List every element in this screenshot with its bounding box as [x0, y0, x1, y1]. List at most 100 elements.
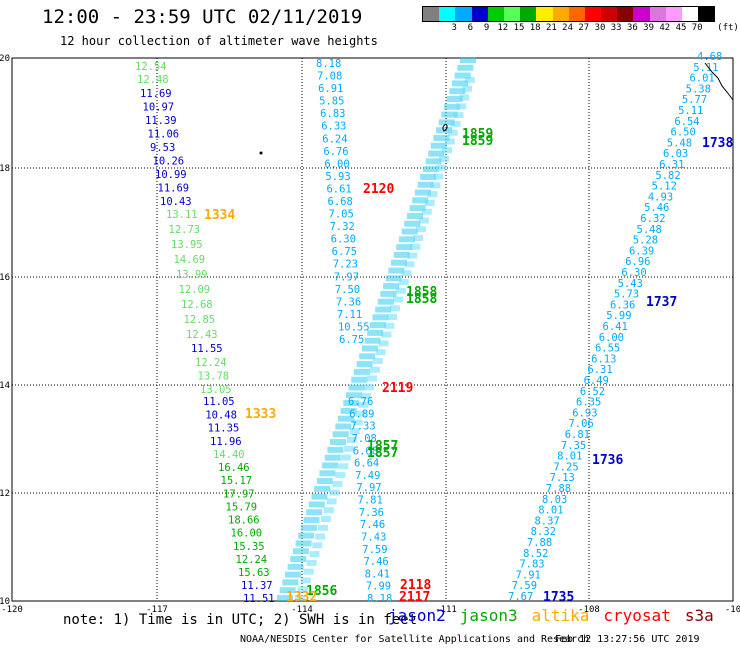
swath-mark [454, 72, 471, 79]
swath-mark [295, 540, 312, 547]
swath-mark [452, 80, 469, 87]
swath-mark [385, 275, 402, 282]
swath-mark [335, 423, 352, 430]
swath-mark [340, 407, 357, 414]
wave-height-label: 7.06 [568, 418, 593, 430]
swath-mark [380, 290, 397, 297]
color-swatch [423, 7, 440, 21]
swath-mark [287, 563, 304, 570]
wave-height-label: 13.11 [166, 209, 198, 221]
x-tick-label: -117 [146, 605, 168, 615]
wave-height-label: 7.99 [366, 581, 391, 593]
wave-height-label: 6.13 [591, 353, 616, 365]
x-tick-label: -114 [291, 605, 313, 615]
swath-mark [367, 329, 384, 336]
wave-height-label: 5.85 [319, 96, 344, 108]
swath-mark [406, 212, 423, 219]
pass-time-label: 1858 [406, 285, 437, 300]
color-swatch [503, 7, 521, 21]
wave-height-label: 5.12 [652, 181, 677, 193]
pass-time-label: 1859 [462, 134, 493, 149]
swath-mark [355, 410, 366, 417]
color-scale-tick: 6 [467, 23, 474, 33]
y-tick-label: 14 [0, 381, 10, 391]
swath-mark [311, 493, 328, 500]
swath-mark [418, 217, 429, 224]
map-frame [11, 57, 734, 602]
wave-height-label: 5.77 [682, 94, 707, 106]
satellite-legend-entry: s3a [684, 606, 714, 625]
pass-time-label: 2117 [399, 590, 430, 605]
swath-mark [465, 77, 475, 83]
swath-mark [462, 85, 473, 92]
wave-height-label: 5.43 [618, 278, 643, 290]
wave-height-label: 8.41 [365, 568, 390, 580]
wave-height-label: 11.05 [203, 396, 235, 408]
swath-mark [449, 88, 466, 95]
swath-mark [399, 236, 415, 243]
swath-mark [436, 127, 453, 134]
wave-height-label: 6.89 [349, 408, 374, 420]
swath-mark [428, 150, 445, 157]
swath-mark [338, 415, 354, 422]
wave-height-label: 6.49 [584, 375, 609, 387]
swath-mark [447, 129, 458, 136]
wave-height-label: 11.39 [145, 115, 177, 127]
wave-height-label: 13.95 [171, 239, 203, 251]
wave-height-label: 6.03 [663, 148, 688, 160]
wave-height-label: 7.46 [363, 556, 388, 568]
swath-mark [292, 548, 309, 555]
wave-height-label: 6.01 [689, 73, 714, 85]
color-scale-unit: (ft) [717, 23, 739, 33]
color-scale-tick: 39 [643, 23, 655, 33]
wave-height-label: 7.97 [356, 482, 381, 494]
pass-time-label: 1738 [702, 136, 733, 151]
swath-mark [367, 375, 378, 382]
wave-height-label: 11.55 [191, 343, 223, 355]
swath-mark [381, 331, 392, 338]
wave-height-label: 15.79 [226, 501, 258, 513]
wave-height-label: 6.64 [354, 458, 379, 470]
swath-mark [308, 501, 325, 508]
y-tick-label: 16 [0, 273, 10, 283]
swath-mark [375, 349, 386, 356]
color-swatch [617, 7, 634, 21]
wave-height-label: 12.24 [236, 554, 268, 566]
color-swatch [665, 7, 682, 21]
wave-height-label: 5.48 [667, 137, 692, 149]
swath-mark [338, 463, 349, 470]
wave-height-label: 8.52 [523, 548, 548, 560]
swath-mark [441, 111, 458, 118]
color-scale-tick: 3 [451, 23, 457, 33]
swath-mark [404, 220, 421, 227]
pass-time-label: 2120 [363, 182, 394, 197]
wave-height-label: 6.30 [331, 234, 356, 246]
wave-height-label: 6.35 [576, 397, 601, 409]
swath-mark [438, 119, 455, 126]
swath-mark [444, 138, 455, 145]
y-tick-label: 12 [0, 489, 10, 499]
color-scale-tick: 36 [626, 23, 638, 33]
wave-height-label: 11.51 [243, 593, 275, 605]
swath-mark [343, 445, 354, 452]
wave-height-label: 7.43 [361, 531, 386, 543]
wave-height-label: 6.31 [659, 159, 684, 171]
wave-height-label: 16.46 [218, 462, 250, 474]
y-tick-label: 20 [0, 54, 10, 64]
coastline [704, 62, 734, 101]
wave-height-label: 11.69 [158, 183, 190, 195]
swath-mark [413, 235, 424, 242]
swath-mark [446, 95, 463, 102]
swath-mark [290, 556, 307, 563]
wave-height-label: 12.48 [137, 74, 169, 86]
swath-mark [392, 296, 403, 303]
y-tick-label: 18 [0, 164, 10, 174]
swath-mark [404, 261, 415, 268]
wave-height-label: 15.35 [233, 541, 265, 553]
swath-mark [361, 345, 378, 352]
wave-height-label: 6.55 [595, 343, 620, 355]
wave-height-label: 7.81 [358, 495, 383, 507]
wave-height-label: 5.99 [606, 310, 631, 322]
color-swatch [698, 7, 715, 21]
color-scale-tick: 42 [659, 23, 671, 33]
